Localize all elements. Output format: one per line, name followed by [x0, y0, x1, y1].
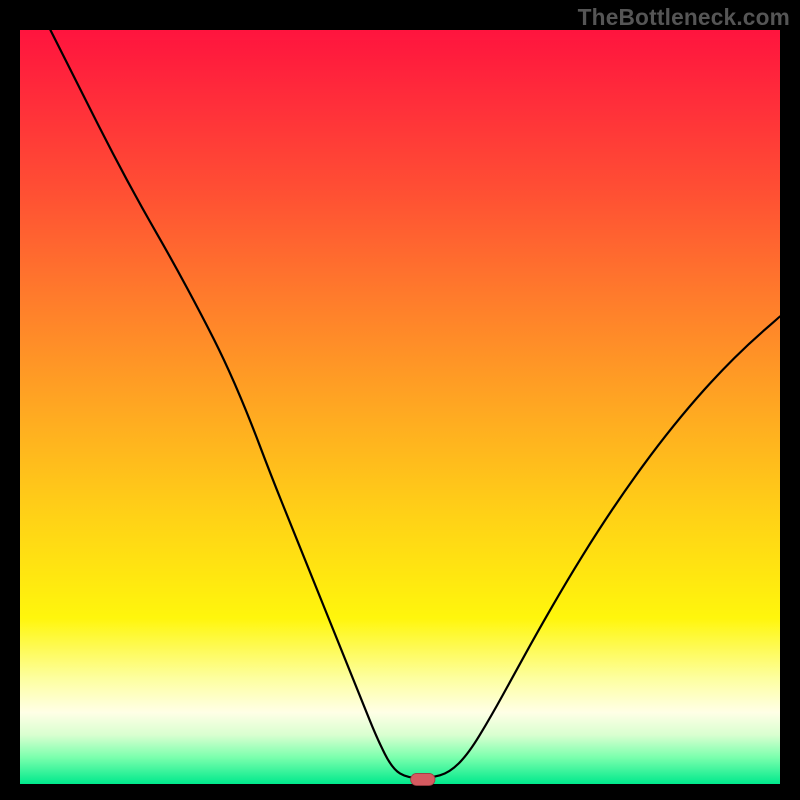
chart-svg — [0, 0, 800, 800]
chart-stage: TheBottleneck.com — [0, 0, 800, 800]
watermark-text: TheBottleneck.com — [578, 4, 790, 31]
plot-background — [20, 30, 780, 784]
optimum-marker — [411, 773, 435, 785]
